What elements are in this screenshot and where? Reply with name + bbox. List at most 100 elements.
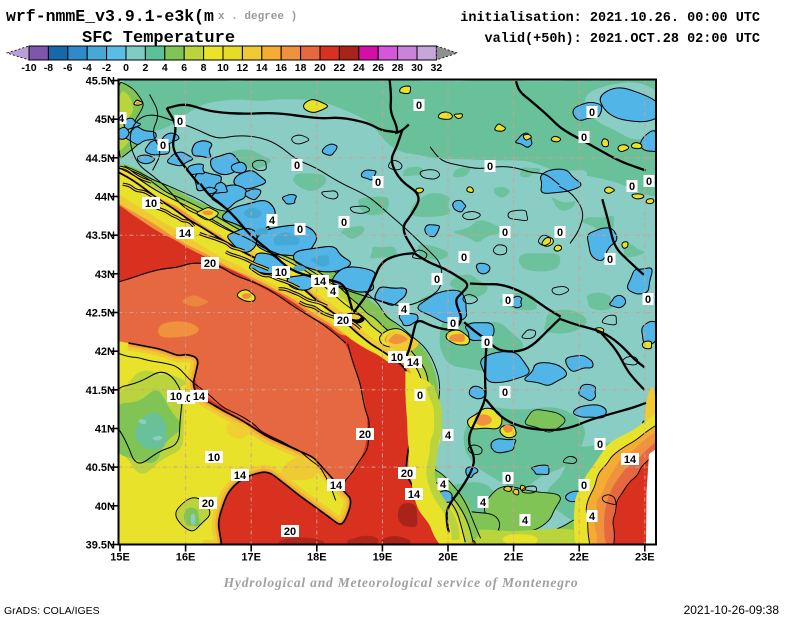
svg-text:0: 0	[416, 100, 422, 112]
svg-text:22E: 22E	[569, 552, 589, 564]
svg-text:4: 4	[445, 430, 452, 442]
svg-text:4: 4	[401, 304, 408, 316]
svg-text:15E: 15E	[110, 552, 130, 564]
svg-text:0: 0	[505, 295, 511, 307]
svg-text:initialisation: 2021.10.26. 00: initialisation: 2021.10.26. 00:00 UTC	[460, 11, 760, 26]
svg-text:wrf-nmmE_v3.9.1-e3k(m: wrf-nmmE_v3.9.1-e3k(m	[6, 7, 214, 26]
svg-text:10: 10	[217, 62, 229, 74]
svg-text:-6: -6	[63, 62, 72, 74]
svg-text:0: 0	[484, 337, 490, 349]
svg-text:2021-10-26-09:38: 2021-10-26-09:38	[684, 603, 780, 617]
svg-text:0: 0	[581, 132, 587, 144]
svg-text:0: 0	[589, 107, 595, 119]
svg-text:0: 0	[297, 224, 303, 236]
svg-text:4: 4	[522, 515, 529, 527]
svg-text:43.5N: 43.5N	[86, 230, 115, 242]
svg-text:0: 0	[341, 217, 347, 229]
svg-text:10: 10	[391, 352, 403, 364]
svg-text:14: 14	[330, 480, 343, 492]
svg-text:19E: 19E	[373, 552, 393, 564]
svg-text:4: 4	[480, 497, 487, 509]
svg-text:GrADS: COLA/IGES: GrADS: COLA/IGES	[4, 605, 100, 617]
svg-text:20: 20	[401, 468, 413, 480]
svg-text:0: 0	[450, 318, 456, 330]
svg-text:20E: 20E	[438, 552, 458, 564]
svg-text:0: 0	[461, 252, 467, 264]
svg-text:SFC Temperature: SFC Temperature	[82, 29, 235, 48]
svg-text:45.5N: 45.5N	[86, 76, 115, 88]
svg-text:Hydrological and Meteorologica: Hydrological and Meteorological service …	[223, 575, 579, 590]
svg-text:0: 0	[123, 62, 129, 74]
svg-text:x . degree ): x . degree )	[218, 11, 297, 23]
svg-text:22: 22	[334, 62, 346, 74]
svg-text:6: 6	[181, 62, 187, 74]
svg-text:39.5N: 39.5N	[86, 540, 115, 552]
svg-text:0: 0	[502, 227, 508, 239]
svg-text:28: 28	[392, 62, 404, 74]
svg-text:30: 30	[411, 62, 423, 74]
svg-text:43N: 43N	[95, 269, 115, 281]
svg-text:14: 14	[179, 228, 192, 240]
svg-text:14: 14	[234, 470, 247, 482]
svg-text:16: 16	[275, 62, 287, 74]
svg-text:0: 0	[487, 161, 493, 173]
svg-text:40N: 40N	[95, 501, 115, 513]
svg-text:0: 0	[607, 254, 613, 266]
svg-text:41.5N: 41.5N	[86, 385, 115, 397]
svg-text:21E: 21E	[504, 552, 524, 564]
svg-text:-2: -2	[102, 62, 111, 74]
svg-text:4: 4	[162, 62, 168, 74]
svg-text:0: 0	[417, 390, 423, 402]
svg-text:8: 8	[201, 62, 207, 74]
svg-text:-10: -10	[21, 62, 36, 74]
svg-text:4: 4	[330, 286, 337, 298]
svg-text:42N: 42N	[95, 346, 115, 358]
svg-text:0: 0	[502, 387, 508, 399]
svg-text:20: 20	[314, 62, 326, 74]
svg-text:18E: 18E	[307, 552, 327, 564]
svg-text:4: 4	[440, 479, 447, 491]
svg-text:0: 0	[177, 116, 183, 128]
svg-text:20: 20	[204, 258, 216, 270]
svg-text:0: 0	[646, 176, 652, 188]
svg-text:valid(+50h): 2021.OCT.28 02:00: valid(+50h): 2021.OCT.28 02:00 UTC	[485, 32, 760, 47]
svg-text:10: 10	[170, 391, 182, 403]
svg-text:4: 4	[589, 511, 596, 523]
svg-text:20: 20	[337, 315, 349, 327]
svg-text:14: 14	[408, 489, 421, 501]
svg-text:24: 24	[353, 62, 365, 74]
svg-text:0: 0	[645, 294, 651, 306]
svg-text:42.5N: 42.5N	[86, 308, 115, 320]
svg-text:44N: 44N	[95, 192, 115, 204]
svg-text:23E: 23E	[635, 552, 655, 564]
svg-text:0: 0	[629, 181, 635, 193]
svg-text:0: 0	[160, 140, 166, 152]
svg-text:0: 0	[294, 160, 300, 172]
svg-text:18: 18	[295, 62, 307, 74]
svg-text:20: 20	[359, 429, 371, 441]
svg-text:14: 14	[193, 391, 206, 403]
svg-text:44.5N: 44.5N	[86, 153, 115, 165]
svg-text:26: 26	[372, 62, 384, 74]
svg-text:0: 0	[375, 177, 381, 189]
svg-text:20: 20	[284, 526, 296, 538]
svg-text:2: 2	[142, 62, 148, 74]
svg-text:12: 12	[237, 62, 249, 74]
svg-text:-8: -8	[44, 62, 53, 74]
svg-text:14: 14	[256, 62, 268, 74]
svg-text:41N: 41N	[95, 424, 115, 436]
svg-text:40.5N: 40.5N	[86, 462, 115, 474]
svg-text:0: 0	[581, 480, 587, 492]
svg-text:10: 10	[208, 452, 220, 464]
svg-text:14: 14	[314, 276, 327, 288]
svg-text:4: 4	[269, 215, 276, 227]
svg-text:45N: 45N	[95, 114, 115, 126]
svg-text:-4: -4	[83, 62, 92, 74]
svg-text:17E: 17E	[241, 552, 261, 564]
svg-text:14: 14	[624, 454, 637, 466]
svg-text:10: 10	[145, 198, 157, 210]
svg-text:20: 20	[202, 498, 214, 510]
svg-text:14: 14	[407, 357, 420, 369]
svg-text:32: 32	[431, 62, 443, 74]
svg-text:0: 0	[434, 274, 440, 286]
